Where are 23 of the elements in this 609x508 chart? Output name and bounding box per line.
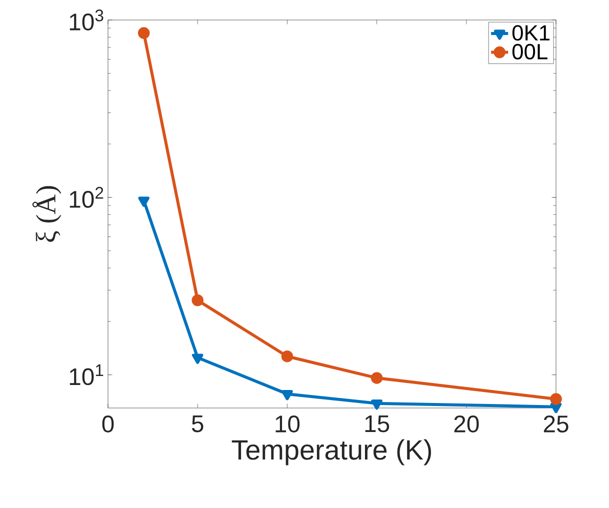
y-axis-title: ξ (Å): [32, 186, 62, 242]
x-tick-label: 5: [192, 416, 204, 432]
x-tick-label: 0: [102, 416, 114, 432]
point: [370, 372, 383, 384]
point: [138, 27, 150, 39]
legend-label: 00L: [512, 44, 548, 60]
y-tick-label: 10$^{1}$: [70, 364, 104, 386]
legend-label: 0K1: [512, 25, 550, 41]
y-tick-label: 10$^{3}$: [70, 10, 104, 30]
point: [138, 196, 150, 207]
x-tick-label: 25: [544, 416, 568, 432]
point: [192, 354, 204, 364]
y-tick-label: 10$^{2}$: [70, 186, 104, 208]
x-axis-title: Temperature (K): [232, 439, 431, 466]
point: [550, 393, 562, 405]
point: [192, 294, 204, 306]
point: [371, 400, 382, 410]
x-tick-label: 10: [276, 416, 300, 432]
x-tick-label: 15: [365, 416, 390, 432]
point: [281, 350, 294, 362]
point: [282, 390, 293, 400]
point: [550, 402, 562, 414]
x-tick-label: 20: [454, 416, 479, 432]
